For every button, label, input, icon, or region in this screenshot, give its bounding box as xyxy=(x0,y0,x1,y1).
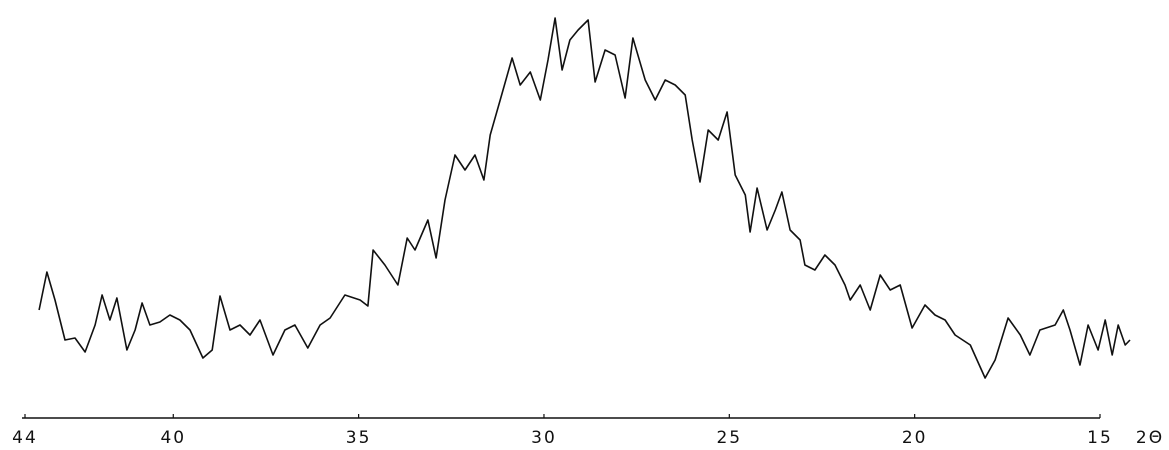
x-tick-label: 40 xyxy=(160,428,186,448)
x-tick-label: 44 xyxy=(12,428,38,448)
x-axis-label: 2Θ xyxy=(1136,428,1164,448)
x-tick-label: 20 xyxy=(902,428,928,448)
data-line xyxy=(38,17,1131,379)
x-tick-label: 35 xyxy=(346,428,372,448)
x-tick-label: 15 xyxy=(1087,428,1113,448)
x-tick-label: 25 xyxy=(716,428,742,448)
x-tick-label: 30 xyxy=(531,428,557,448)
